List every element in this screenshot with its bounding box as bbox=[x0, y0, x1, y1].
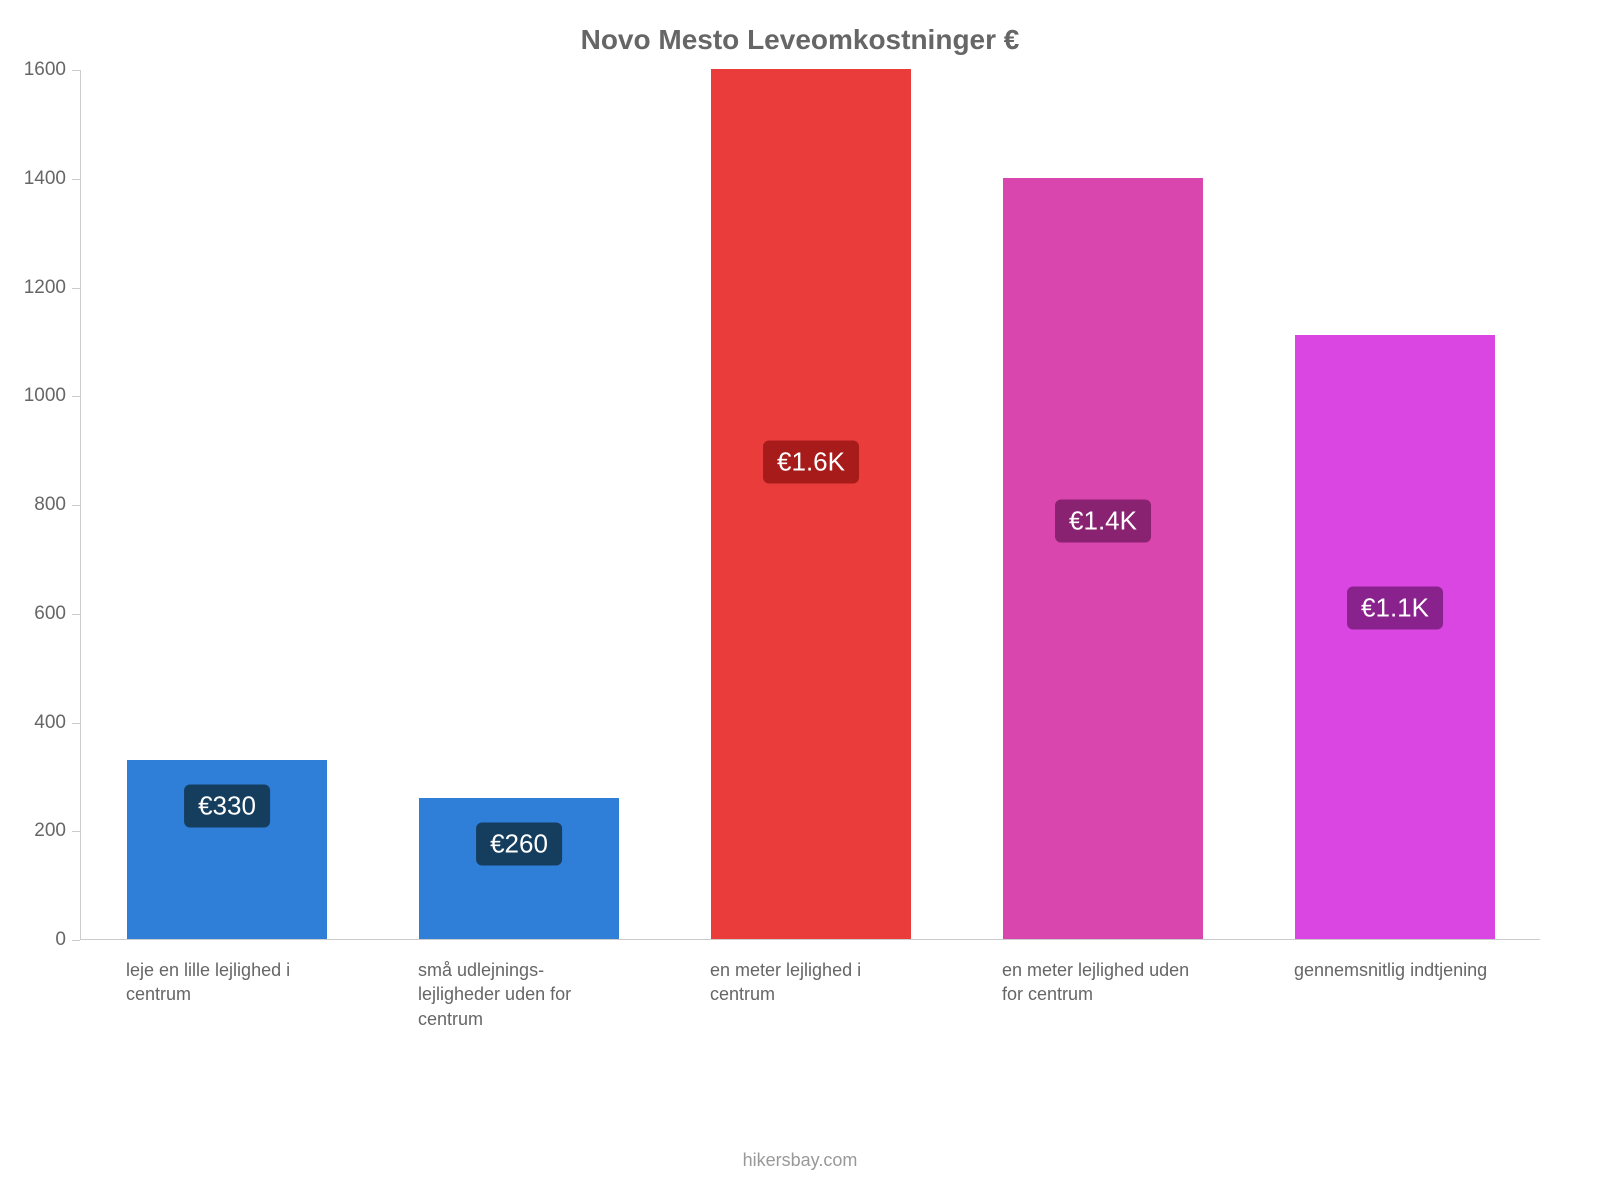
y-tick-label: 1600 bbox=[0, 59, 66, 81]
y-tick bbox=[72, 831, 80, 832]
chart-title: Novo Mesto Leveomkostninger € bbox=[0, 24, 1600, 56]
x-axis-label: gennemsnitlig indtjening bbox=[1294, 958, 1487, 982]
plot-area: €330 €260 €1.6K €1.4K €1.1K bbox=[80, 70, 1540, 940]
bar bbox=[419, 798, 619, 939]
y-tick-label: 0 bbox=[0, 929, 66, 951]
y-tick-label: 800 bbox=[0, 494, 66, 516]
y-tick bbox=[72, 396, 80, 397]
bar bbox=[711, 69, 911, 939]
bar-value-label: €1.1K bbox=[1347, 587, 1443, 630]
y-tick bbox=[72, 179, 80, 180]
x-axis-label: små udlejnings-lejligheder uden for cent… bbox=[418, 958, 613, 1031]
x-axis-label: en meter lejlighed i centrum bbox=[710, 958, 905, 1007]
y-tick bbox=[72, 288, 80, 289]
chart-container: Novo Mesto Leveomkostninger € €330 €260 €1… bbox=[0, 0, 1600, 1200]
y-tick-label: 200 bbox=[0, 820, 66, 842]
x-axis-label: leje en lille lejlighed i centrum bbox=[126, 958, 321, 1007]
bar-value-label: €1.6K bbox=[763, 440, 859, 483]
bar-value-label: €330 bbox=[184, 784, 270, 827]
y-tick-label: 1000 bbox=[0, 385, 66, 407]
bar-value-label: €1.4K bbox=[1055, 500, 1151, 543]
y-tick bbox=[72, 505, 80, 506]
y-tick bbox=[72, 723, 80, 724]
y-tick bbox=[72, 70, 80, 71]
y-tick-label: 400 bbox=[0, 712, 66, 734]
y-tick-label: 1200 bbox=[0, 277, 66, 299]
y-tick bbox=[72, 940, 80, 941]
bar bbox=[1003, 178, 1203, 939]
y-tick bbox=[72, 614, 80, 615]
x-axis-label: en meter lejlighed uden for centrum bbox=[1002, 958, 1197, 1007]
y-tick-label: 600 bbox=[0, 603, 66, 625]
attribution: hikersbay.com bbox=[0, 1150, 1600, 1171]
bar bbox=[1295, 335, 1495, 939]
bar-value-label: €260 bbox=[476, 822, 562, 865]
y-tick-label: 1400 bbox=[0, 168, 66, 190]
